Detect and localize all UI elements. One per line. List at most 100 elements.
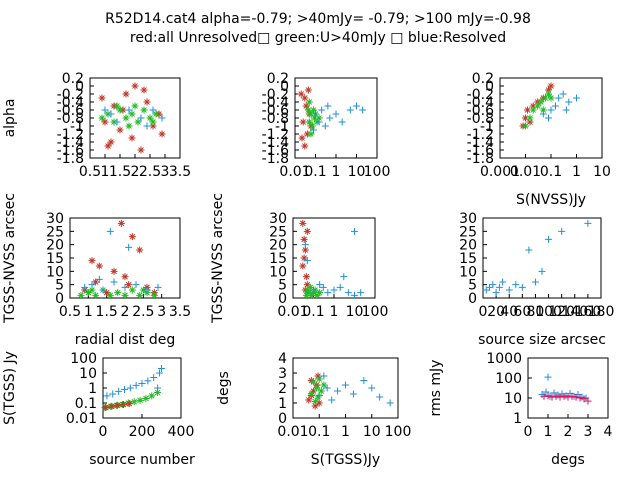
data-point-plus <box>584 219 592 227</box>
x-tick-label: 120 <box>548 304 575 320</box>
data-point-asterisk <box>299 262 307 270</box>
x-tick-label: 2 <box>131 164 140 180</box>
y-tick-label: 30 <box>269 211 287 227</box>
y-tick-label: -0.8 <box>262 111 289 127</box>
y-tick-label: 0 <box>485 79 494 95</box>
data-point-plus <box>315 118 323 126</box>
data-point-asterisk <box>77 291 85 299</box>
data-point-plus <box>301 241 309 249</box>
data-point-asterisk <box>116 126 124 134</box>
data-point-asterisk <box>122 114 130 122</box>
data-point-plus <box>545 235 553 243</box>
data-point-plus <box>158 364 165 372</box>
data-point-plus <box>572 393 580 401</box>
data-point-asterisk <box>299 219 307 227</box>
data-point-plus <box>132 381 140 389</box>
data-point-asterisk <box>152 110 160 118</box>
y-tick-label: 10 <box>459 264 477 280</box>
data-point-asterisk <box>84 289 92 297</box>
y-tick-label: -1.2 <box>262 127 289 143</box>
data-point-plus <box>156 369 164 377</box>
plot-frame <box>482 217 602 299</box>
y-tick-label: -1.8 <box>262 151 289 167</box>
y-tick-label: 3 <box>278 366 287 382</box>
data-point-asterisk <box>130 398 138 406</box>
x-tick-label: 400 <box>168 424 195 440</box>
data-point-asterisk <box>545 86 553 94</box>
data-point-plus <box>340 273 348 281</box>
y-tick-label: -1 <box>275 119 289 135</box>
x-tick-label: 10 <box>346 304 364 320</box>
data-point-asterisk <box>125 281 133 289</box>
data-point-plus <box>539 110 547 118</box>
x-tick-label: 1 <box>544 424 553 440</box>
data-point-asterisk <box>114 401 122 409</box>
data-point-asterisk <box>113 102 121 110</box>
x-tick-label: 1 <box>572 164 581 180</box>
x-tick-label: 1 <box>341 424 350 440</box>
x-tick-label: 3 <box>161 164 170 180</box>
data-point-plus <box>81 283 89 291</box>
data-point-asterisk <box>309 378 317 386</box>
x-tick-label: 0.01 <box>277 424 308 440</box>
data-point-plus <box>120 385 128 393</box>
y-tick-label: 0.01 <box>66 411 97 427</box>
data-point-plus <box>357 289 365 297</box>
y-tick-label: -0.8 <box>467 111 494 127</box>
data-point-asterisk <box>545 90 553 98</box>
chart-title-line-1: R52D14.cat4 alpha=-0.79; >40mJy= -0.79; … <box>105 11 531 27</box>
x-tick-label: 10 <box>348 164 366 180</box>
x-tick-label: 10 <box>363 424 381 440</box>
x-tick-label: 0.1 <box>540 164 562 180</box>
data-point-plus <box>328 396 336 404</box>
data-point-asterisk <box>320 381 328 389</box>
y-tick-label: 30 <box>46 211 64 227</box>
data-point-asterisk <box>139 286 147 294</box>
data-point-plus <box>154 283 162 291</box>
y-tick-label: -1.2 <box>57 127 84 143</box>
x-tick-label: 4 <box>604 424 613 440</box>
y-tick-label: 0.2 <box>472 71 494 87</box>
y-tick-label: 1 <box>278 396 287 412</box>
data-point-plus <box>88 281 96 289</box>
data-point-plus <box>332 110 340 118</box>
x-tick-label: 0.01 <box>279 164 310 180</box>
data-point-plus <box>330 286 338 294</box>
y-tick-label: 4 <box>278 351 287 367</box>
data-point-plus <box>551 102 559 110</box>
plot-frame <box>102 357 182 419</box>
data-point-plus <box>552 392 560 400</box>
data-point-plus <box>125 106 133 114</box>
data-point-asterisk <box>534 102 542 110</box>
data-point-asterisk <box>304 106 312 114</box>
x-tick-label: 180 <box>588 304 615 320</box>
y-axis-label: alpha <box>2 99 18 138</box>
y-tick-label: -0.4 <box>57 95 84 111</box>
data-point-asterisk <box>116 106 124 114</box>
y-tick-label: 0.1 <box>75 396 97 412</box>
x-tick-label: 0.001 <box>480 164 520 180</box>
data-point-plus <box>125 243 133 251</box>
data-point-asterisk <box>136 246 144 254</box>
data-point-plus <box>158 114 166 122</box>
data-point-plus <box>121 283 129 291</box>
data-point-asterisk <box>142 394 150 402</box>
data-point-asterisk <box>149 122 157 130</box>
y-tick-label: 0 <box>55 291 64 307</box>
data-point-asterisk <box>101 118 109 126</box>
y-tick-label: -0.4 <box>467 95 494 111</box>
y-tick-label: -1.4 <box>57 135 84 151</box>
y-tick-label: -1.2 <box>467 127 494 143</box>
data-point-asterisk <box>95 262 103 270</box>
data-point-asterisk <box>107 138 115 146</box>
data-point-plus <box>150 374 158 382</box>
x-tick-label: 100 <box>385 424 412 440</box>
x-tick-label: 2.5 <box>139 164 161 180</box>
data-point-plus <box>568 392 576 400</box>
y-tick-label: 15 <box>459 251 477 267</box>
data-point-asterisk <box>92 278 100 286</box>
data-point-plus <box>149 106 157 114</box>
